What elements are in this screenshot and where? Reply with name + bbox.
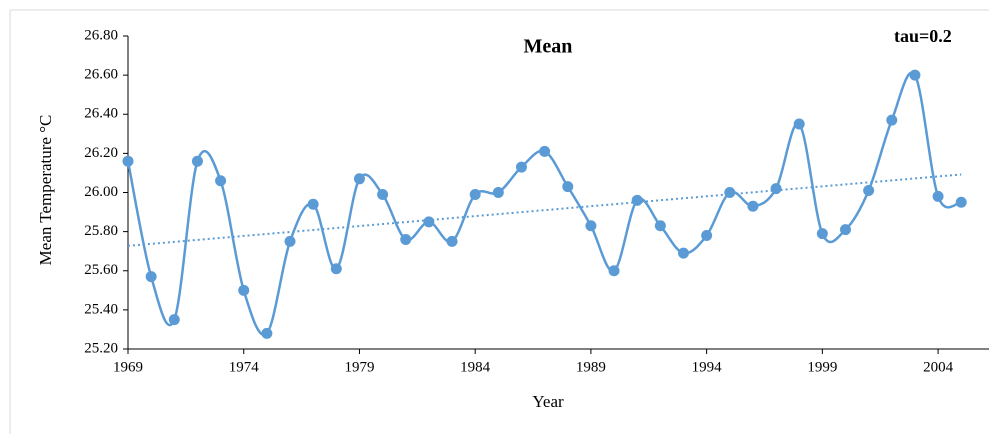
x-axis-label: Year — [532, 392, 564, 411]
marker — [492, 187, 504, 198]
marker — [631, 194, 643, 206]
marker — [423, 216, 435, 228]
y-tick-label: 26.60 — [84, 67, 118, 83]
marker — [724, 187, 736, 198]
x-tick-label: 1974 — [229, 359, 260, 375]
y-tick-label: 25.40 — [84, 301, 118, 317]
marker — [562, 181, 574, 193]
y-tick-label: 26.80 — [84, 27, 118, 43]
marker — [955, 196, 967, 208]
marker — [816, 228, 828, 240]
marker — [793, 118, 805, 130]
marker — [654, 220, 666, 232]
marker — [238, 284, 250, 296]
x-tick-label: 1999 — [807, 359, 837, 375]
marker — [215, 175, 227, 187]
marker — [747, 200, 759, 212]
trendline — [127, 173, 962, 247]
marker — [400, 233, 412, 245]
marker — [677, 247, 689, 259]
marker — [863, 185, 875, 197]
y-tick-label: 26.20 — [84, 145, 118, 161]
x-tick-label: 1969 — [113, 359, 143, 375]
marker — [145, 271, 157, 283]
x-tick-label: 1979 — [344, 359, 374, 375]
y-tick-label: 25.60 — [84, 262, 118, 278]
marker — [122, 155, 134, 167]
marker — [840, 224, 851, 236]
marker — [446, 235, 458, 247]
marker — [770, 183, 782, 195]
marker — [539, 145, 551, 157]
marker — [284, 235, 296, 247]
marker — [585, 220, 597, 232]
marker — [886, 114, 898, 126]
marker — [191, 155, 203, 167]
chart-title: Mean — [524, 36, 573, 58]
annotation: tau=0.2 — [894, 26, 952, 46]
x-tick-label: 1994 — [692, 359, 723, 375]
marker — [353, 173, 365, 185]
y-tick-label: 25.20 — [84, 340, 118, 356]
marker — [307, 198, 319, 210]
marker — [330, 263, 342, 275]
y-tick-label: 25.80 — [84, 223, 118, 239]
marker — [469, 188, 481, 200]
marker — [377, 188, 389, 200]
y-tick-label: 26.00 — [84, 184, 118, 200]
marker — [608, 265, 620, 277]
marker — [932, 190, 944, 202]
marker — [701, 230, 713, 242]
x-tick-label: 1989 — [576, 359, 606, 375]
marker — [168, 314, 180, 326]
marker — [261, 327, 273, 339]
marker — [909, 69, 921, 81]
line — [126, 71, 962, 337]
y-tick-label: 26.40 — [84, 106, 118, 122]
marker — [515, 161, 527, 173]
x-tick-label: 1984 — [460, 359, 491, 375]
y-axis-label: Mean Temperature °C — [36, 115, 55, 266]
x-tick-label: 2004 — [923, 359, 954, 375]
